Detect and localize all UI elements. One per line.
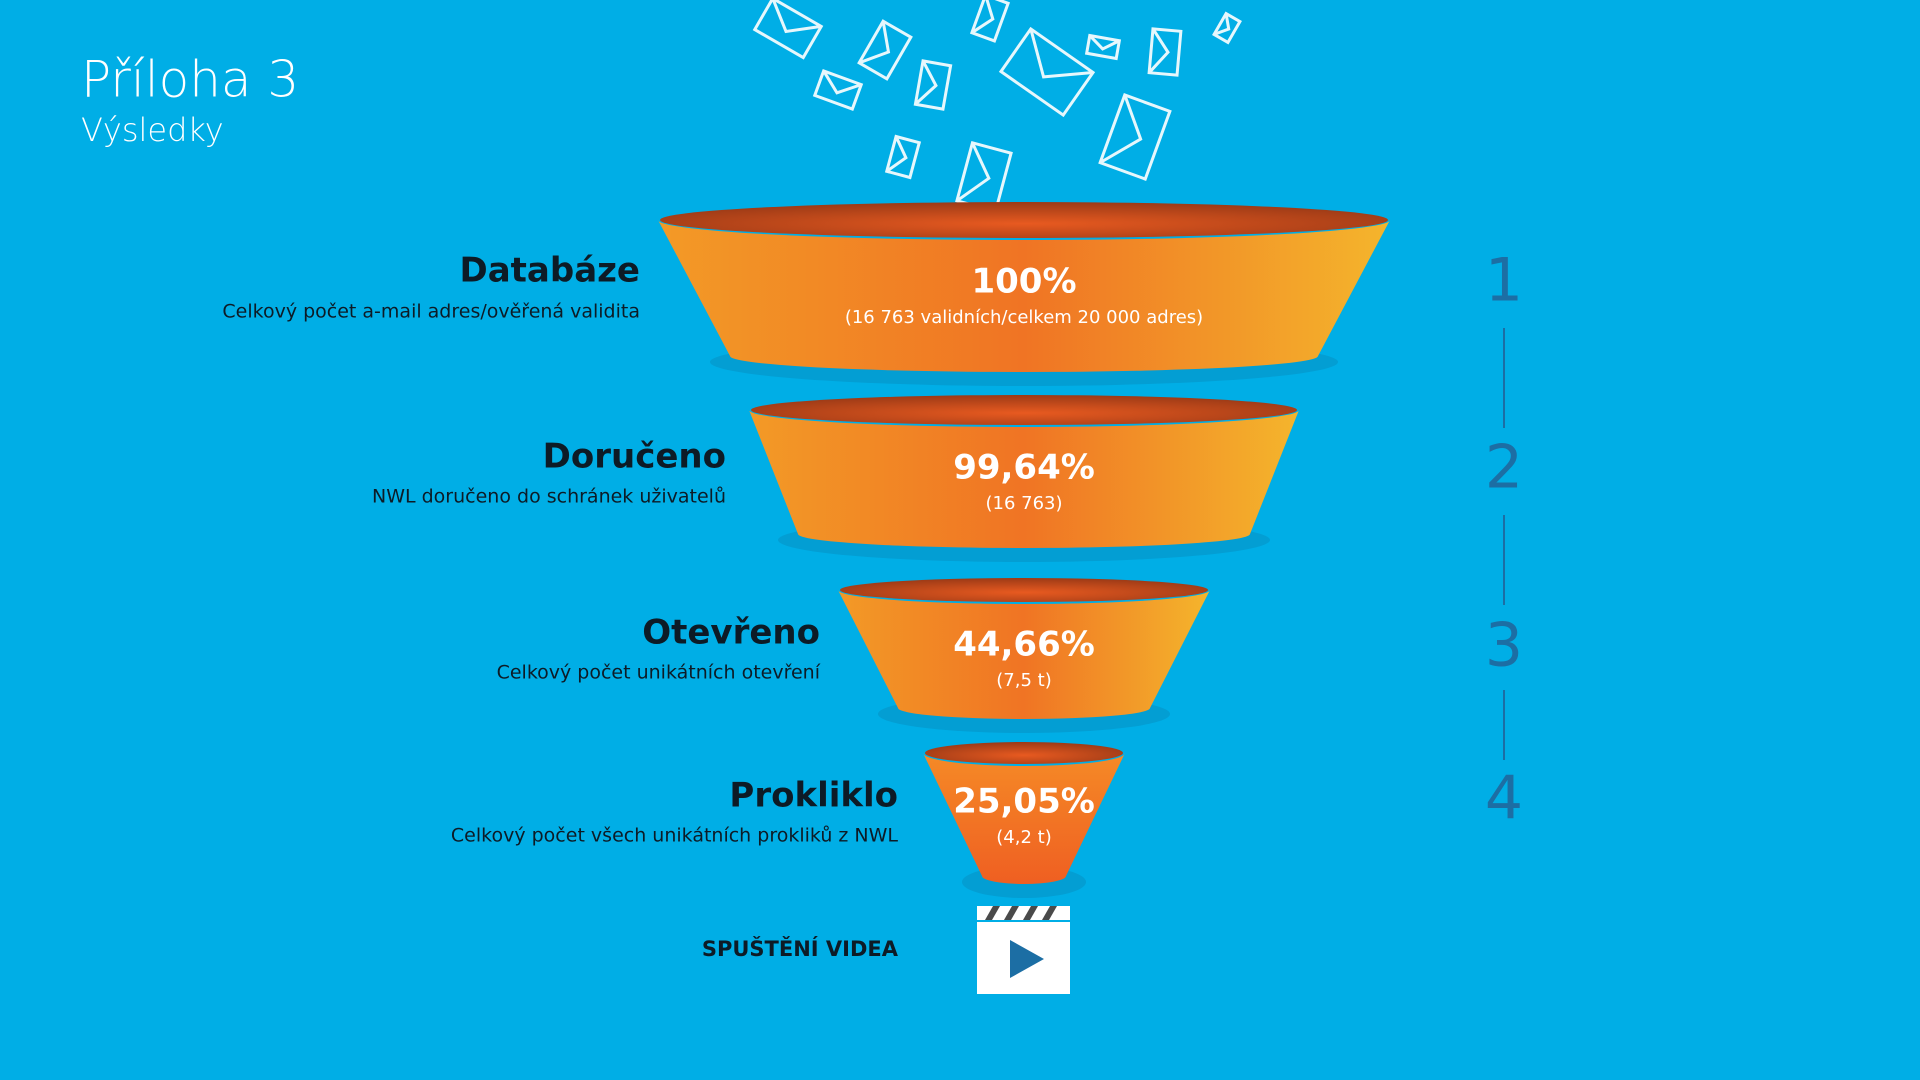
stage-detail: (7,5 t) — [996, 670, 1051, 691]
stage-value: 25,05% — [953, 782, 1095, 822]
stage-labels: Databáze Celkový počet a-mail adres/ověře… — [222, 246, 1523, 848]
stage-opening — [660, 202, 1388, 238]
step-number: 3 — [1485, 611, 1523, 681]
funnel-stage — [923, 742, 1125, 898]
stage-value: 100% — [971, 262, 1076, 302]
stage-body — [658, 220, 1390, 372]
stage-description: Celkový počet a-mail adres/ověřená valid… — [222, 301, 640, 323]
stage-body — [838, 590, 1210, 719]
stage-body — [923, 753, 1125, 884]
funnel-stage — [749, 395, 1299, 562]
stage-title: Doručeno — [543, 437, 726, 477]
stage-opening — [925, 742, 1123, 764]
step-number: 2 — [1485, 433, 1523, 503]
funnel-stage — [658, 202, 1390, 386]
stage-title: Prokliklo — [729, 776, 898, 816]
funnel — [658, 202, 1390, 898]
envelopes — [752, 0, 1242, 213]
stage-value: 99,64% — [953, 448, 1095, 488]
stage-description: Celkový počet unikátních otevření — [497, 662, 821, 684]
funnel-stage — [838, 578, 1210, 733]
stage-detail: (4,2 t) — [996, 827, 1051, 848]
stage-body — [749, 410, 1299, 548]
stage-title: Databáze — [460, 251, 641, 291]
stage-opening — [840, 578, 1208, 602]
title: Příloha 3 — [81, 51, 299, 109]
step-number: 4 — [1485, 764, 1523, 834]
stage-description: Celkový počet všech unikátních prokliků … — [451, 825, 899, 847]
subtitle: Výsledky — [81, 111, 224, 149]
stage-opening — [751, 395, 1297, 425]
stage-detail: (16 763 validních/celkem 20 000 adres) — [845, 307, 1203, 328]
stage-title: Otevřeno — [642, 613, 820, 653]
video-button[interactable] — [977, 906, 1070, 994]
video-label[interactable]: SPUŠTĚNÍ VIDEA — [702, 936, 899, 961]
stage-detail: (16 763) — [985, 493, 1062, 514]
stage-value: 44,66% — [953, 625, 1095, 665]
step-number: 1 — [1485, 246, 1523, 316]
stage-description: NWL doručeno do schránek uživatelů — [372, 486, 726, 508]
